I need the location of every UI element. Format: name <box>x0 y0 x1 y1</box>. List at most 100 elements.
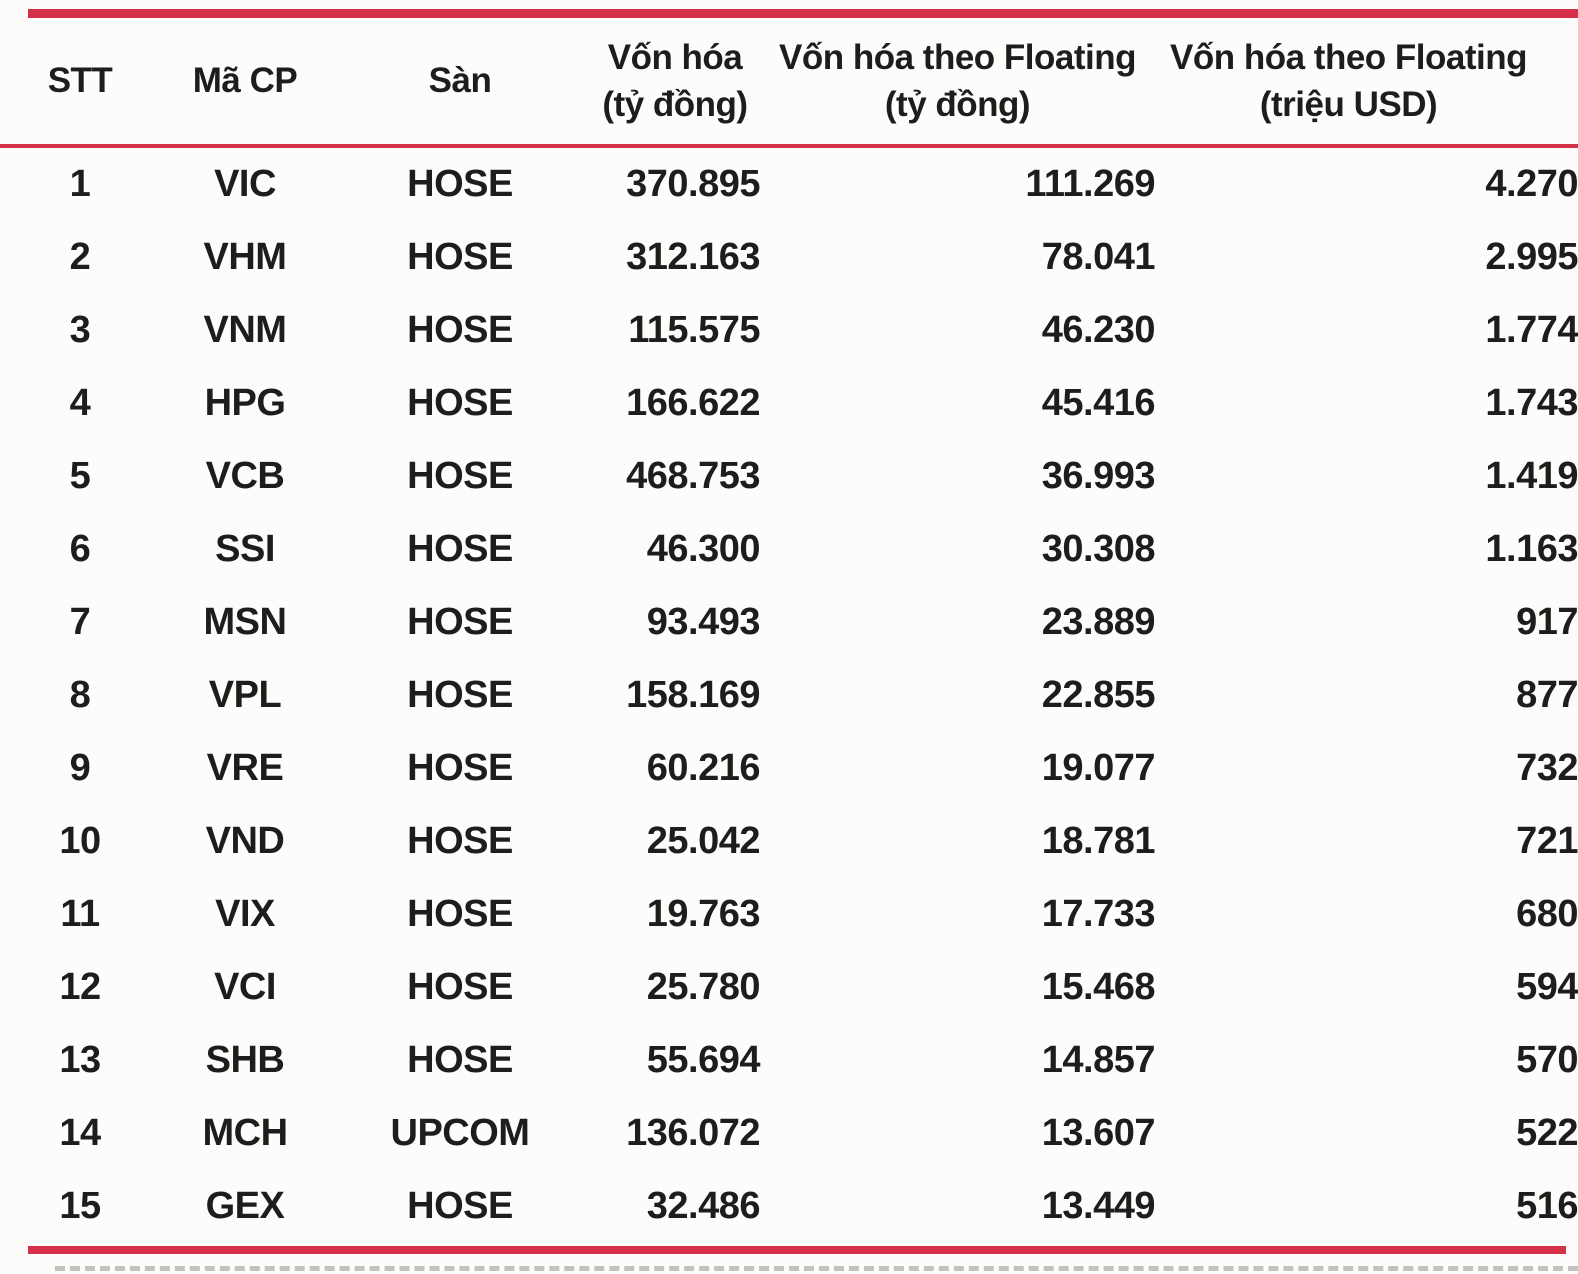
cell-ticker: VIC <box>214 163 276 205</box>
cell-ticker: MCH <box>202 1112 288 1154</box>
cell-exchange: HOSE <box>407 1185 513 1227</box>
cell-stt: 9 <box>69 747 91 789</box>
table-row: 6 SSI HOSE 46.300 30.308 1.163 <box>0 513 1578 586</box>
table-row: 4 HPG HOSE 166.622 45.416 1.743 <box>0 367 1578 440</box>
cell-exchange: HOSE <box>407 236 513 278</box>
cell-stt: 7 <box>69 601 91 643</box>
cell-floating-usd: 522 <box>1516 1112 1578 1154</box>
cell-marketcap-vnd: 468.753 <box>626 455 760 497</box>
col-header-floating-usd-line2: (triệu USD) <box>1259 85 1438 124</box>
cell-floating-vnd: 14.857 <box>1041 1039 1156 1081</box>
col-header-floating-usd: Vốn hóa theo Floating (triệu USD) <box>1155 18 1578 148</box>
table-row: 8 VPL HOSE 158.169 22.855 877 <box>0 659 1578 732</box>
cell-exchange: HOSE <box>407 163 513 205</box>
table-row: 15 GEX HOSE 32.486 13.449 516 <box>0 1170 1578 1243</box>
cell-stt: 2 <box>69 236 91 278</box>
cell-floating-usd: 1.419 <box>1485 455 1578 497</box>
cell-stt: 15 <box>59 1185 101 1227</box>
col-header-floating-vnd-line1: Vốn hóa theo Floating <box>779 37 1136 77</box>
cell-stt: 3 <box>69 309 91 351</box>
cell-stt: 12 <box>59 966 101 1008</box>
cell-ticker: VPL <box>208 674 282 716</box>
table-row: 13 SHB HOSE 55.694 14.857 570 <box>0 1024 1578 1097</box>
col-header-marketcap-vnd-line1: Vốn hóa <box>607 37 743 77</box>
table-row: 7 MSN HOSE 93.493 23.889 917 <box>0 586 1578 659</box>
cell-floating-usd: 680 <box>1516 893 1578 935</box>
cell-ticker: GEX <box>205 1185 285 1227</box>
table-row: 2 VHM HOSE 312.163 78.041 2.995 <box>0 221 1578 294</box>
cell-floating-usd: 1.163 <box>1485 528 1578 570</box>
cell-exchange: HOSE <box>407 1039 513 1081</box>
cell-floating-usd: 877 <box>1516 674 1578 716</box>
col-header-exchange: Sàn <box>330 18 590 148</box>
cell-ticker: VNM <box>203 309 287 351</box>
cell-floating-vnd: 13.449 <box>1041 1185 1156 1227</box>
col-header-marketcap-vnd: Vốn hóa (tỷ đồng) <box>590 18 760 148</box>
top-rule <box>28 9 1578 18</box>
col-header-exchange-label: Sàn <box>428 61 492 101</box>
cell-floating-vnd: 18.781 <box>1041 820 1156 862</box>
cell-marketcap-vnd: 19.763 <box>646 893 761 935</box>
cell-stt: 8 <box>69 674 91 716</box>
cell-floating-vnd: 15.468 <box>1041 966 1156 1008</box>
cell-exchange: HOSE <box>407 966 513 1008</box>
cell-exchange: HOSE <box>407 382 513 424</box>
cell-floating-vnd: 30.308 <box>1041 528 1156 570</box>
col-header-ticker: Mã CP <box>160 18 330 148</box>
table-row: 3 VNM HOSE 115.575 46.230 1.774 <box>0 294 1578 367</box>
table-row: 12 VCI HOSE 25.780 15.468 594 <box>0 951 1578 1024</box>
cell-stt: 1 <box>69 163 91 205</box>
col-header-floating-usd-line1: Vốn hóa theo Floating <box>1170 37 1527 77</box>
cell-floating-vnd: 22.855 <box>1041 674 1156 716</box>
cell-marketcap-vnd: 136.072 <box>626 1112 760 1154</box>
cell-floating-vnd: 45.416 <box>1041 382 1156 424</box>
cell-exchange: HOSE <box>407 747 513 789</box>
cell-floating-vnd: 13.607 <box>1041 1112 1156 1154</box>
table-row: 11 VIX HOSE 19.763 17.733 680 <box>0 878 1578 951</box>
cell-ticker: HPG <box>204 382 286 424</box>
table-row: 1 VIC HOSE 370.895 111.269 4.270 <box>0 146 1578 221</box>
cell-ticker: MSN <box>203 601 287 643</box>
cell-exchange: HOSE <box>407 528 513 570</box>
cell-marketcap-vnd: 166.622 <box>626 382 760 424</box>
cell-floating-usd: 2.995 <box>1485 236 1578 278</box>
cell-exchange: HOSE <box>407 309 513 351</box>
cell-ticker: VCB <box>205 455 285 497</box>
cell-ticker: SSI <box>215 528 275 570</box>
col-header-floating-vnd: Vốn hóa theo Floating (tỷ đồng) <box>760 18 1155 148</box>
col-header-marketcap-vnd-line2: (tỷ đồng) <box>602 85 748 124</box>
table-row: 14 MCH UPCOM 136.072 13.607 522 <box>0 1097 1578 1170</box>
cell-stt: 4 <box>69 382 91 424</box>
cell-marketcap-vnd: 115.575 <box>628 309 760 351</box>
cell-floating-usd: 1.743 <box>1485 382 1578 424</box>
col-header-stt-label: STT <box>47 61 113 101</box>
table-body: 1 VIC HOSE 370.895 111.269 4.270 2 VHM H… <box>0 146 1578 1243</box>
bottom-rule <box>28 1246 1566 1254</box>
cell-floating-usd: 1.774 <box>1485 309 1578 351</box>
cell-floating-vnd: 17.733 <box>1041 893 1156 935</box>
cell-ticker: SHB <box>205 1039 285 1081</box>
cell-marketcap-vnd: 60.216 <box>646 747 761 789</box>
cell-stt: 6 <box>69 528 91 570</box>
cell-floating-vnd: 19.077 <box>1041 747 1156 789</box>
cell-marketcap-vnd: 25.042 <box>646 820 761 862</box>
cell-floating-vnd: 46.230 <box>1041 309 1156 351</box>
cell-floating-usd: 721 <box>1516 820 1578 862</box>
cell-exchange: HOSE <box>407 674 513 716</box>
cell-exchange: HOSE <box>407 601 513 643</box>
table-row: 5 VCB HOSE 468.753 36.993 1.419 <box>0 440 1578 513</box>
cell-marketcap-vnd: 370.895 <box>626 163 760 205</box>
header-row: STT Mã CP Sàn Vốn hóa (tỷ đồng) Vốn hóa … <box>0 18 1578 148</box>
cell-floating-vnd: 36.993 <box>1041 455 1156 497</box>
cell-floating-usd: 516 <box>1516 1185 1578 1227</box>
col-header-stt: STT <box>0 18 160 148</box>
cell-ticker: VCI <box>214 966 276 1008</box>
cell-marketcap-vnd: 312.163 <box>626 236 760 278</box>
cell-floating-vnd: 78.041 <box>1041 236 1156 278</box>
cell-ticker: VIX <box>215 893 275 935</box>
cell-floating-vnd: 23.889 <box>1041 601 1156 643</box>
cell-stt: 10 <box>59 820 101 862</box>
cell-stt: 13 <box>59 1039 101 1081</box>
cell-exchange: HOSE <box>407 820 513 862</box>
